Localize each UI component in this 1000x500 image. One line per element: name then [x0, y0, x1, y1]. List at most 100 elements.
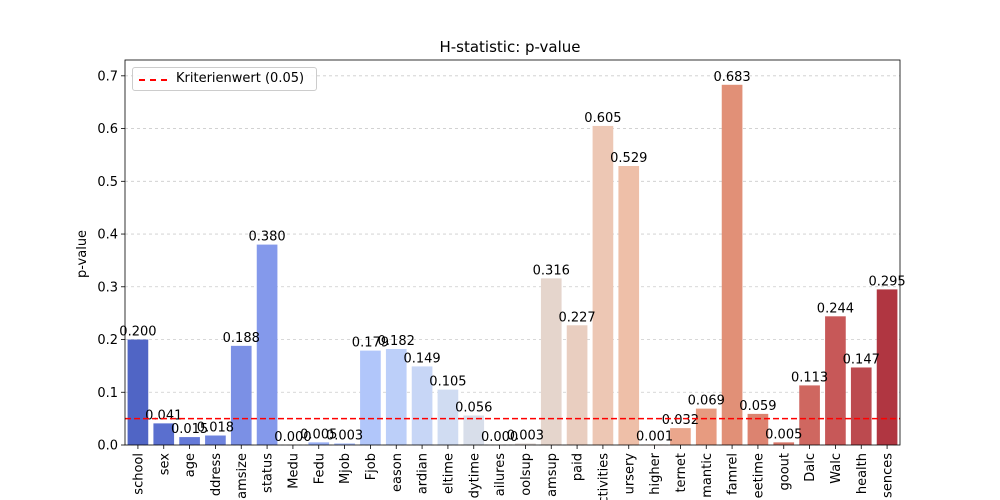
data-label: 0.032 — [662, 413, 699, 428]
x-tick-label: eltime — [441, 453, 456, 494]
x-tick-label: higher — [648, 452, 663, 494]
y-tick-label: 0.0 — [97, 439, 118, 454]
x-tick-label: dytime — [467, 453, 482, 498]
bar — [179, 437, 200, 445]
data-label: 0.227 — [558, 310, 595, 325]
x-tick-label: health — [855, 453, 870, 494]
x-tick-label: school — [131, 453, 146, 495]
bar — [411, 366, 433, 445]
data-label: 0.056 — [455, 400, 492, 415]
x-tick-label: Dalc — [803, 453, 818, 482]
data-label: 0.005 — [300, 427, 337, 442]
bar — [618, 166, 640, 446]
x-axis-ticks: school sex age ddress amsize status Medu Fedu Mj… — [131, 445, 896, 500]
x-tick-label: mantic — [700, 453, 715, 498]
bar — [850, 367, 872, 445]
x-tick-label: ddress — [209, 453, 224, 496]
bar — [540, 278, 562, 445]
bar — [463, 415, 485, 445]
x-tick-label: Mjob — [338, 453, 353, 484]
y-tick-label: 0.1 — [97, 386, 118, 401]
legend-label: Kriterienwert (0.05) — [176, 71, 305, 86]
y-tick-label: 0.4 — [97, 228, 118, 243]
data-label: 0.015 — [171, 422, 208, 437]
data-label: 0.003 — [326, 428, 363, 443]
data-label: 0.105 — [429, 375, 466, 390]
x-tick-label: ursery — [622, 453, 637, 495]
legend-dashed-line-icon — [139, 79, 167, 81]
data-label: 0.000 — [274, 430, 311, 445]
x-tick-label: ctivities — [596, 453, 611, 500]
data-label: 0.188 — [223, 331, 260, 346]
x-tick-label: oolsup — [519, 453, 534, 496]
data-label: 0.316 — [533, 263, 570, 278]
x-tick-label: age — [183, 453, 198, 477]
bar — [721, 84, 743, 446]
bar — [308, 442, 330, 445]
legend: Kriterienwert (0.05) — [132, 67, 317, 91]
data-label: 0.069 — [688, 394, 725, 409]
data-label: 0.018 — [197, 421, 234, 436]
bar — [153, 423, 175, 445]
x-tick-label: famrel — [726, 453, 741, 495]
data-label: 0.149 — [403, 351, 440, 366]
bar — [360, 350, 381, 445]
bar — [230, 345, 252, 445]
data-label: 0.380 — [248, 230, 285, 245]
data-label: 0.182 — [378, 334, 415, 349]
data-label: 0.000 — [481, 430, 518, 445]
x-tick-label: amsize — [235, 453, 250, 499]
value-labels: 0.2000.0410.0150.0180.1880.3800.0000.005… — [119, 70, 905, 445]
x-tick-label: amsup — [545, 453, 560, 497]
y-tick-label: 0.3 — [97, 280, 118, 295]
bar — [515, 443, 536, 445]
data-label: 0.295 — [868, 274, 905, 289]
data-label: 0.529 — [610, 151, 647, 166]
y-axis-ticks: 0.0 0.1 0.2 0.3 0.4 0.5 0.6 0.7 — [97, 69, 125, 454]
x-tick-label: ternet — [674, 453, 689, 493]
bar — [670, 428, 691, 445]
bar — [437, 389, 459, 445]
x-tick-label: Walc — [829, 453, 844, 484]
bar — [876, 289, 898, 445]
bars — [127, 84, 898, 446]
x-tick-label: eetime — [751, 453, 766, 498]
bar — [592, 125, 614, 446]
bar — [825, 316, 846, 445]
x-tick-label: sex — [157, 453, 172, 476]
data-label: 0.683 — [713, 70, 750, 85]
data-label: 0.113 — [791, 370, 828, 385]
bar — [127, 339, 149, 445]
bar — [747, 413, 769, 445]
y-tick-label: 0.7 — [97, 69, 118, 84]
bar — [205, 435, 226, 445]
data-label: 0.200 — [119, 325, 156, 340]
data-label: 0.244 — [817, 301, 854, 316]
bar — [566, 325, 588, 445]
bar — [385, 349, 407, 445]
x-tick-label: sences — [881, 453, 896, 498]
data-label: 0.605 — [584, 111, 621, 126]
data-label: 0.003 — [507, 428, 544, 443]
y-tick-label: 0.5 — [97, 175, 118, 190]
x-tick-label: ardian — [416, 453, 431, 494]
x-tick-label: status — [261, 453, 276, 493]
bar — [773, 442, 795, 445]
x-tick-label: ailures — [493, 453, 508, 496]
x-tick-label: eason — [390, 453, 405, 492]
bar — [695, 408, 717, 445]
bar — [256, 244, 278, 445]
y-tick-label: 0.6 — [97, 122, 118, 137]
data-label: 0.059 — [739, 399, 776, 414]
x-tick-label: Medu — [286, 453, 301, 489]
x-tick-label: goout — [777, 453, 792, 491]
x-tick-label: Fjob — [364, 453, 379, 480]
x-tick-label: Fedu — [312, 453, 327, 484]
chart-title: H-statistic: p-value — [439, 38, 580, 56]
bar — [334, 443, 355, 445]
x-tick-label: paid — [571, 453, 586, 481]
data-label: 0.041 — [145, 408, 182, 423]
data-label: 0.179 — [352, 336, 389, 351]
data-label: 0.147 — [843, 352, 880, 367]
